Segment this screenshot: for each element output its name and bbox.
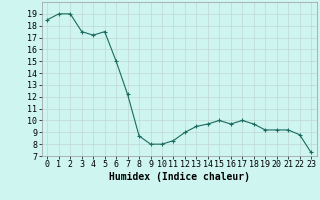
X-axis label: Humidex (Indice chaleur): Humidex (Indice chaleur) (109, 172, 250, 182)
